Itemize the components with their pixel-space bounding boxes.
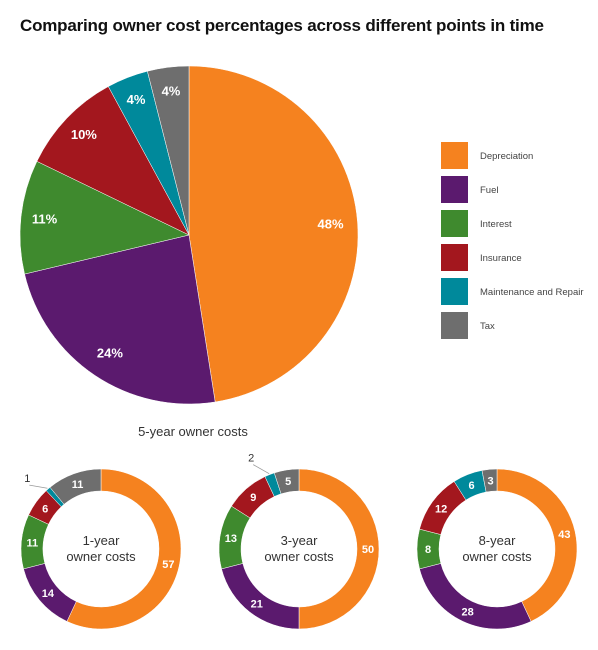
pie-slice-depreciation xyxy=(188,65,359,403)
donut-value-label: 2 xyxy=(248,453,254,465)
pie-slice-interest xyxy=(19,161,190,275)
donut-value-label: 1 xyxy=(24,473,30,485)
pie-value-label: 48% xyxy=(318,216,344,231)
donut-caption-line: 3-year xyxy=(281,533,319,548)
donut-value-label: 11 xyxy=(72,479,84,491)
donut-value-label: 13 xyxy=(225,533,237,545)
legend-label-insurance: Insurance xyxy=(480,253,522,264)
pie-slice-tax xyxy=(147,65,190,236)
donut-caption-line: owner costs xyxy=(462,549,532,564)
legend-label-tax: Tax xyxy=(480,321,495,332)
pie-value-label: 4% xyxy=(127,92,146,107)
legend-label-maintenance-and-repair: Maintenance and Repair xyxy=(480,287,584,298)
donut-value-label: 11 xyxy=(26,538,38,550)
donut-value-label: 57 xyxy=(162,559,174,571)
donut-value-label: 43 xyxy=(558,529,570,541)
donut-value-label: 6 xyxy=(42,503,48,515)
pie-value-label: 4% xyxy=(162,83,181,98)
donut-value-label: 14 xyxy=(42,588,55,600)
pie-slice-fuel xyxy=(24,234,216,405)
donut-segment-depreciation xyxy=(298,468,380,630)
donut-value-label: 5 xyxy=(285,476,291,488)
donut-segment-tax xyxy=(49,468,102,505)
pie-value-label: 10% xyxy=(71,127,97,142)
donut-caption-line: 1-year xyxy=(83,533,121,548)
donut-value-label: 21 xyxy=(251,599,263,611)
donut-value-label: 28 xyxy=(461,606,473,618)
donut-value-label: 8 xyxy=(425,544,431,556)
legend-swatch-fuel xyxy=(441,176,468,203)
legend-label-depreciation: Depreciation xyxy=(480,151,533,162)
donut-value-label: 9 xyxy=(250,492,256,504)
legend-label-fuel: Fuel xyxy=(480,185,498,196)
donut-leader-line xyxy=(253,464,270,475)
donut-caption-line: owner costs xyxy=(264,549,334,564)
legend-swatch-interest xyxy=(441,210,468,237)
legend-swatch-tax xyxy=(441,312,468,339)
donut-caption-line: owner costs xyxy=(66,549,136,564)
pie-value-label: 24% xyxy=(97,345,123,360)
donut-value-label: 50 xyxy=(362,544,374,556)
pie-caption: 5-year owner costs xyxy=(138,424,248,439)
legend-swatch-maintenance-and-repair xyxy=(441,278,468,305)
donut-segment-fuel xyxy=(221,563,300,630)
donut-caption-line: 8-year xyxy=(479,533,517,548)
donut-value-label: 3 xyxy=(487,475,493,487)
donut-segment-depreciation xyxy=(66,468,182,630)
chart-title: Comparing owner cost percentages across … xyxy=(20,16,544,35)
legend-swatch-depreciation xyxy=(441,142,468,169)
donut-leader-line xyxy=(29,484,48,489)
donut-value-label: 6 xyxy=(469,480,475,492)
donut-value-label: 12 xyxy=(435,503,447,515)
donut-segment-tax xyxy=(481,468,498,493)
legend-swatch-insurance xyxy=(441,244,468,271)
legend-label-interest: Interest xyxy=(480,219,512,230)
donut-segment-fuel xyxy=(419,563,532,630)
pie-value-label: 11% xyxy=(32,212,58,227)
donut-segment-tax xyxy=(273,468,300,495)
pie-slice-insurance xyxy=(36,86,190,236)
